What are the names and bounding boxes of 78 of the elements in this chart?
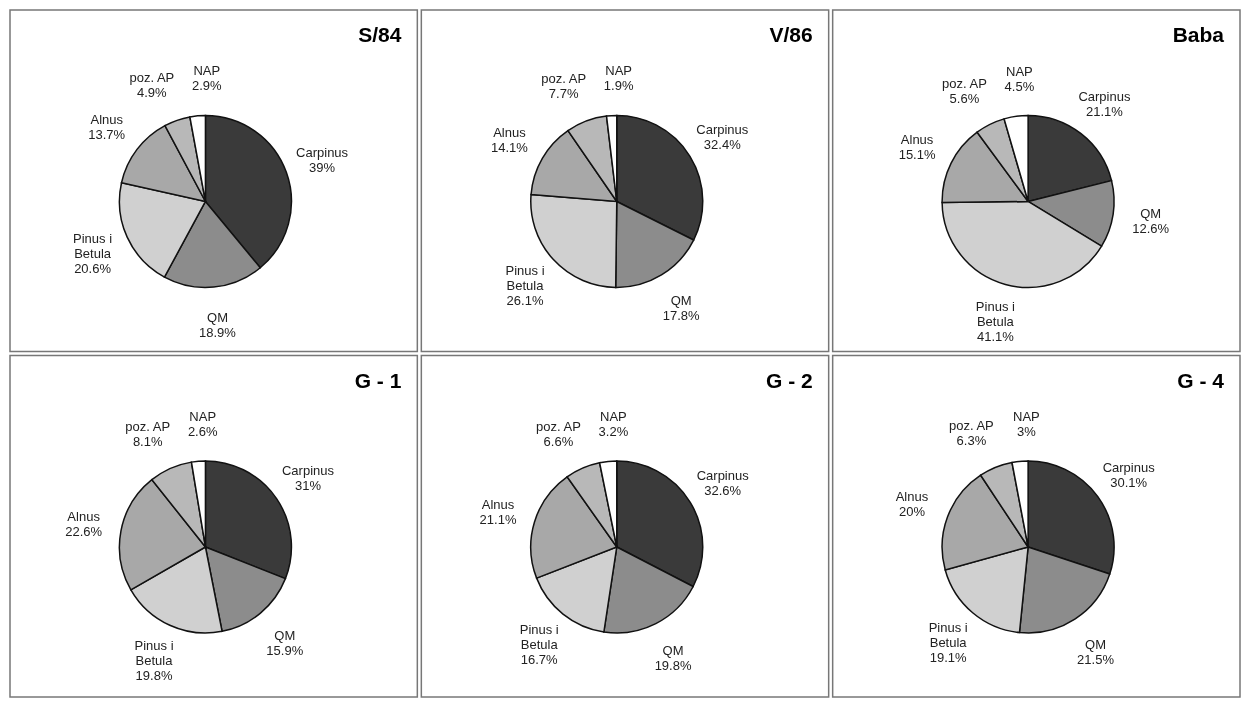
slice-label: poz. AP	[942, 75, 987, 91]
data-label: 14.1%	[491, 139, 529, 155]
slice-label: Pinus i Betula	[73, 230, 113, 261]
data-label: 7.7%	[548, 85, 579, 101]
slice-label: Alnus	[67, 509, 101, 525]
data-label: 17.8%	[662, 307, 701, 323]
data-label: 16.7%	[520, 651, 559, 667]
slice-label: Pinus i Betula	[134, 637, 174, 668]
data-label: 32.6%	[704, 483, 742, 499]
data-label: 15.1%	[898, 146, 936, 162]
slice-label: NAP	[189, 408, 217, 424]
chart-title: Baba	[1172, 23, 1225, 46]
slice-label: Alnus	[900, 131, 934, 147]
slice-label: Alnus	[895, 489, 929, 505]
slice-label: Pinus i Betula	[505, 262, 545, 293]
slice-label: Pinus i Betula	[928, 619, 968, 650]
slice-label: QM	[670, 292, 692, 308]
data-label: 3.2%	[598, 424, 629, 440]
slice-label: poz. AP	[949, 417, 994, 433]
data-label: 2.6%	[187, 423, 218, 439]
data-label: 4.5%	[1004, 79, 1035, 95]
data-label: 31%	[294, 477, 322, 493]
chart-title: G - 2	[765, 368, 813, 392]
data-label: 39%	[309, 159, 336, 175]
slice-label: QM	[1140, 205, 1162, 221]
slice-label: NAP	[193, 63, 221, 79]
data-label: 19.1%	[929, 649, 968, 665]
data-label: 20.6%	[74, 260, 112, 276]
data-label: 21.1%	[1085, 104, 1124, 120]
data-label: 41.1%	[976, 329, 1015, 345]
data-label: 8.1%	[132, 434, 163, 450]
slice-label: Carpinus	[296, 144, 349, 160]
data-label: 21.1%	[479, 511, 517, 527]
data-label: 6.6%	[543, 433, 574, 449]
slice-label: NAP	[1013, 409, 1040, 425]
slice-label: Alnus	[481, 496, 515, 512]
slice-label: NAP	[600, 409, 627, 425]
data-label: 1.9%	[603, 78, 634, 94]
slice-label: Pinus i Betula	[975, 299, 1015, 330]
data-label: 32.4%	[703, 136, 742, 152]
data-label: 12.6%	[1132, 220, 1170, 236]
data-label: 3%	[1017, 424, 1037, 440]
data-label: 5.6%	[949, 90, 980, 106]
slice-label: QM	[274, 627, 296, 643]
data-label: 15.9%	[266, 642, 304, 658]
data-label: 2.9%	[192, 78, 223, 94]
slice-label: poz. AP	[125, 419, 171, 435]
slice-label: Carpinus	[696, 121, 749, 137]
data-label: 19.8%	[135, 667, 173, 683]
data-label: 6.3%	[956, 432, 987, 448]
slice-label: poz. AP	[129, 69, 175, 85]
slice-label: QM	[662, 642, 684, 658]
data-label: 30.1%	[1110, 474, 1148, 490]
slice-label: Carpinus	[1102, 459, 1156, 475]
data-label: 19.8%	[654, 657, 692, 673]
data-label: 18.9%	[199, 325, 237, 341]
data-label: 4.9%	[137, 84, 168, 100]
chart-title: S/84	[358, 23, 402, 46]
data-label: 22.6%	[65, 524, 103, 540]
slice-label: Carpinus	[281, 462, 335, 478]
data-label: 13.7%	[88, 126, 126, 142]
slice-label: Alnus	[90, 111, 124, 127]
slice-label: QM	[207, 310, 228, 326]
slice-label: NAP	[605, 63, 633, 79]
data-label: 21.5%	[1077, 651, 1115, 667]
slice-label: QM	[1085, 636, 1107, 652]
slice-label: Carpinus	[696, 468, 750, 484]
slice-label: Carpinus	[1078, 89, 1131, 105]
slice-label: poz. AP	[541, 70, 587, 86]
data-label: 20%	[898, 504, 926, 520]
text: G - 1	[354, 368, 402, 392]
slice-label: NAP	[1006, 64, 1033, 80]
text: V/86	[769, 23, 813, 46]
data-label: 26.1%	[506, 292, 544, 308]
slice-label: Pinus i Betula	[519, 621, 559, 652]
slice-label: Alnus	[493, 124, 527, 140]
text: G - 4	[1177, 368, 1225, 392]
slice-label: poz. AP	[536, 418, 581, 434]
